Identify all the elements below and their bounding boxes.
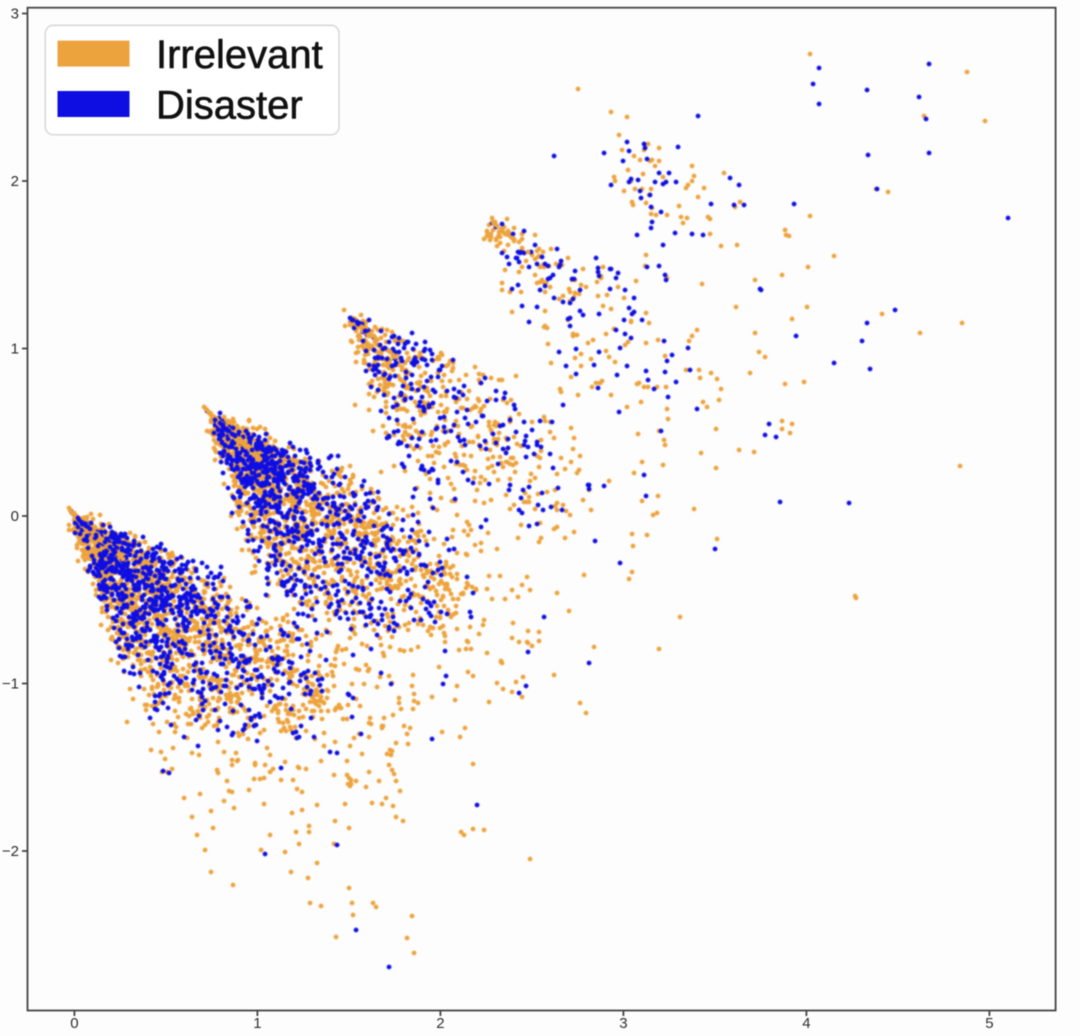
svg-text:1: 1 — [253, 1015, 261, 1032]
svg-text:2: 2 — [11, 173, 19, 190]
svg-text:2: 2 — [436, 1015, 444, 1032]
svg-text:Irrelevant: Irrelevant — [156, 33, 323, 77]
svg-text:5: 5 — [985, 1015, 993, 1032]
svg-text:Disaster: Disaster — [156, 83, 303, 127]
svg-text:0: 0 — [70, 1015, 78, 1032]
svg-text:3: 3 — [11, 6, 19, 23]
svg-text:1: 1 — [11, 341, 19, 358]
svg-text:−2: −2 — [2, 843, 19, 860]
svg-text:−1: −1 — [2, 676, 19, 693]
svg-text:4: 4 — [802, 1015, 810, 1032]
svg-text:3: 3 — [619, 1015, 627, 1032]
svg-text:0: 0 — [11, 508, 19, 525]
